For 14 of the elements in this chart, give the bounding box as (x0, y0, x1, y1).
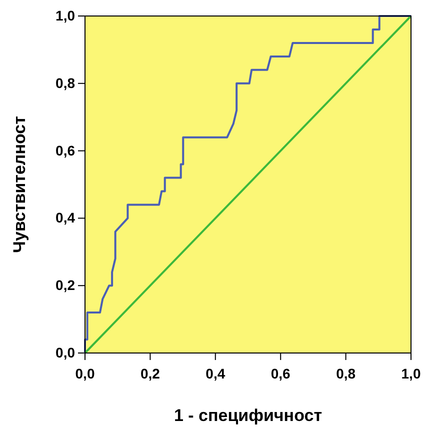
x-tick-label: 0,2 (140, 365, 160, 382)
y-tick-label: 0,0 (56, 344, 76, 360)
y-tick-label: 0,4 (56, 210, 76, 226)
y-tick-label: 0,6 (56, 142, 76, 158)
x-axis-title: 1 - специфичност (174, 406, 322, 425)
y-axis-title: Чувствителност (10, 116, 29, 253)
y-tick-label: 1,0 (56, 7, 76, 24)
x-tick-label: 0,4 (206, 365, 226, 382)
x-tick-label: 1,0 (401, 365, 421, 382)
x-tick-label: 0,0 (75, 365, 95, 382)
y-tick-label: 0,2 (56, 277, 76, 294)
y-tick-label: 0,8 (56, 74, 76, 91)
x-tick-label: 0,6 (270, 365, 291, 382)
x-tick-label: 0,8 (336, 365, 356, 382)
